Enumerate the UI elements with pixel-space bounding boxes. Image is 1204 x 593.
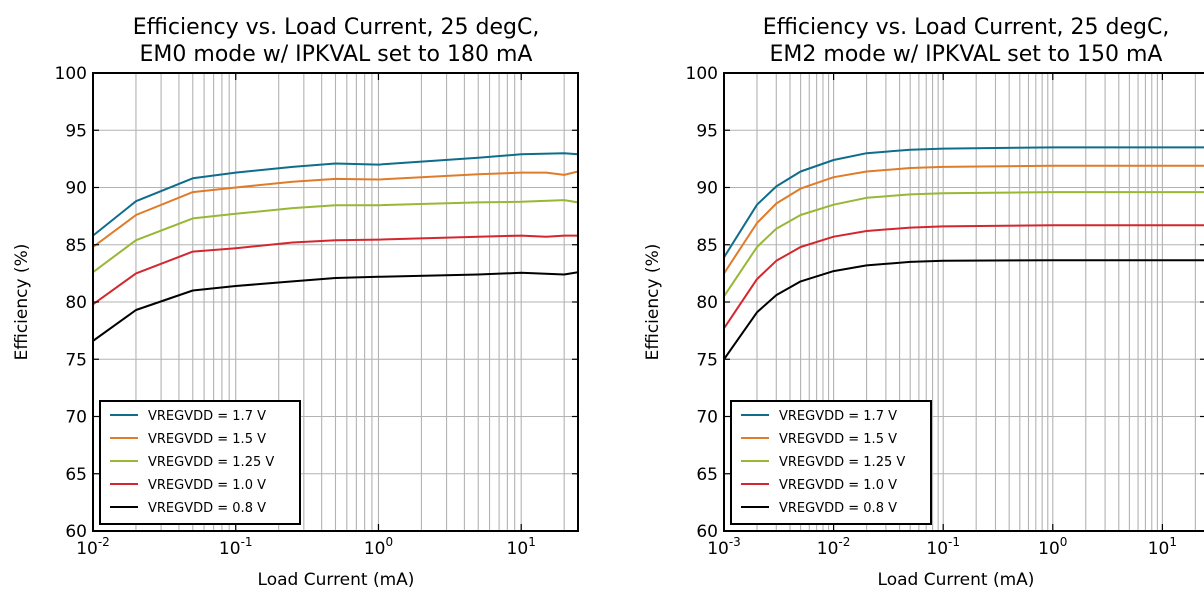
y-tick-label: 85 — [65, 236, 87, 256]
chart-title-line-1: Efficiency vs. Load Current, 25 degC, — [133, 15, 540, 40]
chart-em2: Efficiency vs. Load Current, 25 degC, EM… — [643, 15, 1204, 590]
chart-title-line-2: EM0 mode w/ IPKVAL set to 180 mA — [140, 42, 533, 67]
y-tick-label: 95 — [65, 121, 87, 141]
legend-box — [730, 400, 932, 525]
x-tick-label: 100 — [364, 535, 393, 559]
legend: VREGVDD = 1.7 V VREGVDD = 1.5 V VREGVDD = … — [730, 400, 932, 525]
y-tick-label: 60 — [696, 522, 718, 542]
series-line-0 — [93, 152, 578, 237]
legend-label-3: VREGVDD = 1.0 V — [148, 478, 266, 493]
series-line-2 — [724, 191, 1204, 297]
y-tick-label: 95 — [696, 121, 718, 141]
y-tick-label: 65 — [65, 465, 87, 485]
x-axis-label: Load Current (mA) — [878, 570, 1035, 590]
y-axis-label: Efficiency (%) — [643, 244, 663, 361]
legend-label-3: VREGVDD = 1.0 V — [779, 478, 897, 493]
series-line-4 — [93, 271, 578, 342]
x-ticks: 10-2 10-1 100 101 — [76, 73, 536, 559]
legend: VREGVDD = 1.7 V VREGVDD = 1.5 V VREGVDD = … — [99, 400, 301, 525]
y-tick-label: 70 — [65, 408, 87, 428]
y-tick-label: 90 — [65, 179, 87, 199]
chart-em0: Efficiency vs. Load Current, 25 degC, EM… — [12, 15, 579, 590]
legend-label-1: VREGVDD = 1.5 V — [148, 432, 266, 447]
series-line-3 — [93, 234, 578, 306]
x-ticks: 10-3 10-2 10-1 100 101 — [707, 73, 1177, 559]
series-lines — [93, 152, 578, 342]
series-line-2 — [93, 199, 578, 274]
x-tick-label: 101 — [507, 535, 536, 559]
y-tick-label: 90 — [696, 179, 718, 199]
y-tick-label: 75 — [696, 350, 718, 370]
series-line-1 — [93, 170, 578, 248]
y-tick-label: 65 — [696, 465, 718, 485]
y-ticks: 60 65 70 75 80 85 90 95 100 — [686, 64, 1204, 542]
series-line-3 — [724, 224, 1204, 329]
series-lines — [724, 146, 1204, 360]
series-line-0 — [724, 146, 1204, 258]
y-tick-label: 60 — [65, 522, 87, 542]
chart-title-line-1: Efficiency vs. Load Current, 25 degC, — [763, 15, 1170, 40]
legend-box — [99, 400, 301, 525]
y-tick-label: 80 — [65, 293, 87, 313]
series-line-1 — [724, 164, 1204, 274]
legend-label-2: VREGVDD = 1.25 V — [779, 455, 905, 470]
legend-label-4: VREGVDD = 0.8 V — [148, 501, 266, 516]
y-tick-label: 75 — [65, 350, 87, 370]
y-ticks: 60 65 70 75 80 85 90 95 100 — [55, 64, 578, 542]
x-tick-label: 10-3 — [707, 535, 741, 559]
y-tick-label: 80 — [696, 293, 718, 313]
series-line-4 — [724, 259, 1204, 360]
x-tick-label: 101 — [1148, 535, 1177, 559]
y-tick-label: 100 — [55, 64, 87, 84]
chart-title-line-2: EM2 mode w/ IPKVAL set to 150 mA — [770, 42, 1163, 67]
y-axis-label: Efficiency (%) — [12, 244, 32, 361]
legend-label-2: VREGVDD = 1.25 V — [148, 455, 274, 470]
y-tick-label: 100 — [686, 64, 718, 84]
y-tick-label: 70 — [696, 408, 718, 428]
y-tick-label: 85 — [696, 236, 718, 256]
x-tick-label: 10-2 — [76, 535, 110, 559]
x-tick-label: 10-2 — [817, 535, 851, 559]
legend-label-0: VREGVDD = 1.7 V — [148, 409, 266, 424]
legend-label-0: VREGVDD = 1.7 V — [779, 409, 897, 424]
x-tick-label: 100 — [1038, 535, 1067, 559]
legend-label-1: VREGVDD = 1.5 V — [779, 432, 897, 447]
x-axis-label: Load Current (mA) — [258, 570, 415, 590]
x-tick-label: 10-1 — [926, 535, 960, 559]
x-tick-label: 10-1 — [219, 535, 253, 559]
legend-label-4: VREGVDD = 0.8 V — [779, 501, 897, 516]
